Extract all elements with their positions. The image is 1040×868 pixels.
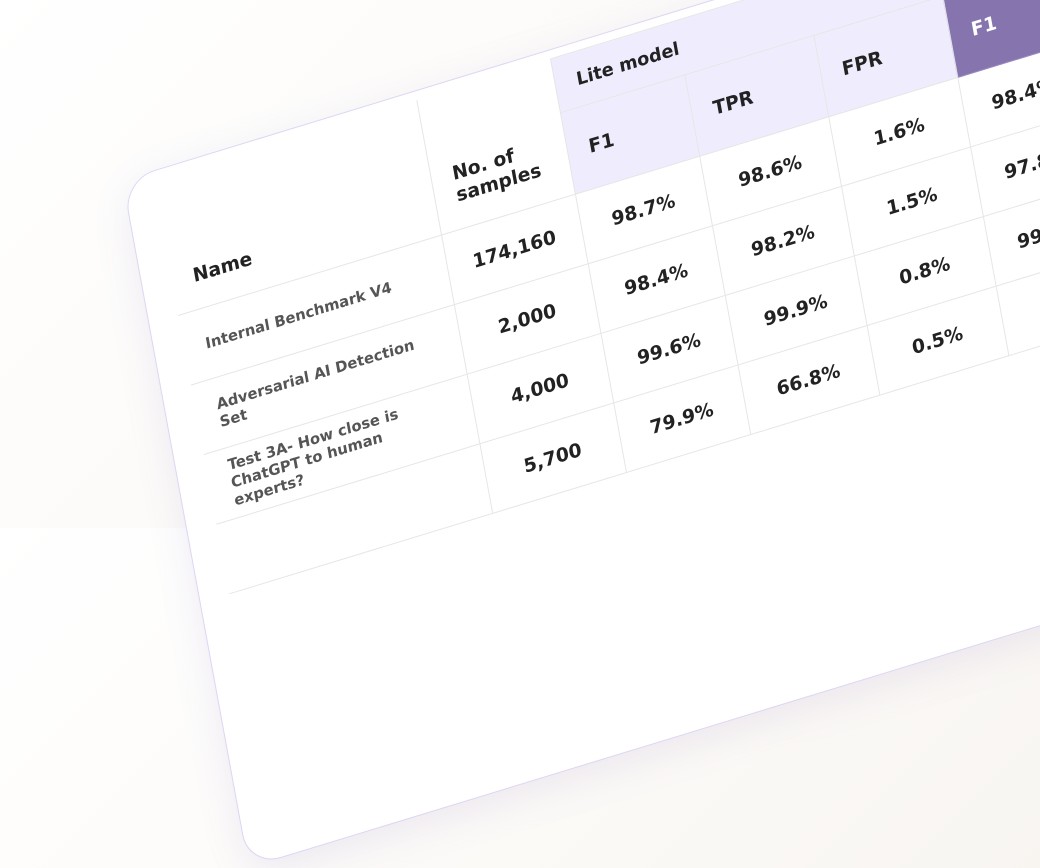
table-card: NameNo. of samplesLite modelTurbo modelF… [122, 0, 1040, 868]
results-table: NameNo. of samplesLite modelTurbo modelF… [153, 0, 1040, 594]
